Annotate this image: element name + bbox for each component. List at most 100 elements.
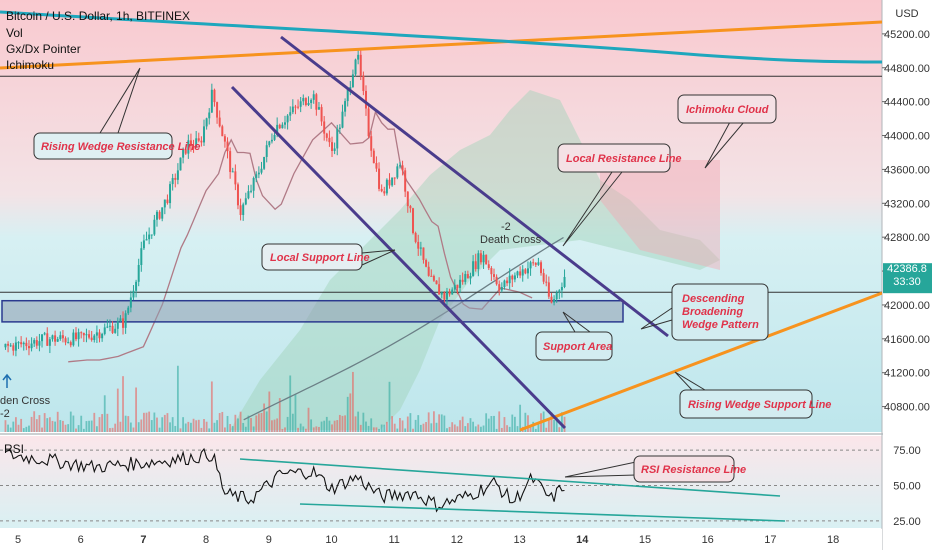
candle-body	[229, 151, 232, 172]
volume-bar	[132, 427, 135, 432]
volume-bar	[218, 413, 221, 432]
time-tick-label: 13	[513, 534, 525, 546]
time-axis-ticks[interactable]: 5 6 7 8 9 10 11 12 13 14 15 16 17 18	[15, 534, 839, 546]
candle-body	[286, 115, 289, 123]
volume-bar	[336, 420, 339, 432]
candle-body	[7, 343, 10, 346]
candle-body	[558, 290, 561, 293]
candle-body	[150, 234, 153, 236]
candle-body	[432, 275, 435, 281]
volume-bar	[341, 415, 344, 432]
candle-body	[252, 178, 255, 191]
volume-bar	[399, 418, 401, 432]
volume-bar	[323, 420, 326, 432]
volume-bar	[190, 422, 192, 432]
candle-body	[563, 276, 566, 288]
volume-bar	[304, 428, 307, 432]
volume-bar	[375, 427, 378, 432]
local-support-line[interactable]	[230, 85, 567, 430]
candle-body	[129, 297, 132, 308]
candle-body	[307, 103, 310, 106]
volume-bar	[563, 416, 566, 432]
callout-ichimoku-cloud-text: Ichimoku Cloud	[686, 104, 769, 116]
candle-body	[257, 172, 260, 175]
callout-rsi-resistance[interactable]: RSI Resistance Line	[633, 455, 746, 483]
volume-bar	[451, 422, 454, 432]
candle-body	[331, 142, 334, 151]
volume-bar	[35, 419, 38, 432]
rsi-support-line[interactable]	[299, 503, 786, 522]
price-tick-label: 44800.00	[884, 63, 930, 75]
volume-bar	[545, 427, 548, 432]
chart-legend[interactable]: Bitcoin / U.S. Dollar, 1h, BITFINEX Vol …	[6, 9, 190, 72]
volume-bar	[318, 426, 320, 432]
candle-body	[304, 98, 307, 106]
volume-bar	[111, 427, 114, 432]
volume-bar	[307, 407, 310, 432]
rsi-resistance-line[interactable]	[239, 458, 781, 497]
candle-body	[135, 281, 138, 291]
time-tick-label: 12	[451, 534, 463, 546]
callout-rising-wedge-resistance-text: Rising Wedge Resistance Line	[41, 141, 200, 153]
candle-body	[56, 338, 59, 342]
callout-local-resistance[interactable]: Local Resistance Line	[557, 143, 682, 173]
volume-bar	[166, 413, 169, 432]
volume-bar	[82, 428, 85, 432]
callout-support-area[interactable]: Support Area	[535, 331, 613, 361]
volume-bar	[224, 427, 226, 432]
support-area-box[interactable]	[1, 299, 624, 323]
rsi-pane: RSI	[0, 442, 882, 522]
candle-body	[239, 205, 242, 215]
candle-body	[540, 262, 543, 274]
ichimoku-cloud	[230, 90, 720, 430]
volume-bar	[143, 412, 145, 432]
volume-bar	[271, 420, 273, 432]
candle-body	[370, 136, 373, 151]
candle-body	[114, 328, 117, 333]
volume-bar	[38, 415, 41, 432]
rsi-axis-ticks: 75.00 50.00 25.00	[893, 445, 921, 528]
candle-body	[142, 240, 145, 249]
candle-body	[69, 342, 72, 346]
cyan-trend-line[interactable]	[0, 10, 882, 64]
volume-bar	[537, 422, 540, 432]
rising-wedge-support-line[interactable]	[519, 291, 882, 432]
volume-bar	[250, 418, 252, 432]
candle-body	[550, 296, 553, 303]
volume-bar	[221, 411, 224, 432]
volume-bar	[116, 388, 119, 432]
candle-body	[312, 94, 315, 100]
callout-rising-wedge-resistance[interactable]: Rising Wedge Resistance Line	[33, 132, 200, 160]
candle-body	[553, 299, 556, 303]
indicator-ichimoku[interactable]: Ichimoku	[6, 58, 54, 72]
candle-body	[344, 101, 347, 112]
candle-body	[310, 99, 313, 104]
volume-bar	[493, 415, 495, 432]
rising-wedge-resistance-line[interactable]	[0, 20, 882, 70]
volume-bar	[252, 426, 255, 432]
volume-bar	[338, 414, 341, 432]
indicator-vol[interactable]: Vol	[6, 26, 23, 40]
last-price-badge: 42386.8 33:30	[883, 263, 932, 294]
volume-bar	[137, 422, 140, 432]
candle-body	[537, 262, 540, 265]
callout-ichimoku-cloud[interactable]: Ichimoku Cloud	[677, 94, 777, 124]
callout-local-support[interactable]: Local Support Line	[261, 243, 370, 271]
candle-body	[427, 266, 430, 276]
volume-bar	[171, 417, 174, 432]
callout-descending-wedge[interactable]: Descending Broadening Wedge Pattern	[671, 283, 769, 341]
volume-bar	[422, 423, 425, 432]
time-tick-label: 14	[576, 534, 589, 546]
time-axis-panel[interactable]	[0, 529, 882, 550]
volume-bar	[158, 427, 161, 432]
candle-body	[158, 211, 161, 219]
candle-body	[472, 261, 475, 277]
local-resistance-line[interactable]	[280, 35, 669, 338]
indicator-gxdx-pointer[interactable]: Gx/Dx Pointer	[6, 42, 81, 56]
callout-rising-wedge-support[interactable]: Rising Wedge Support Line	[679, 389, 831, 419]
volume-bar	[200, 427, 203, 432]
candle-body	[396, 166, 399, 178]
candle-body	[93, 335, 96, 340]
price-tick-label: 40800.00	[884, 402, 930, 414]
volume-bar	[64, 424, 67, 432]
